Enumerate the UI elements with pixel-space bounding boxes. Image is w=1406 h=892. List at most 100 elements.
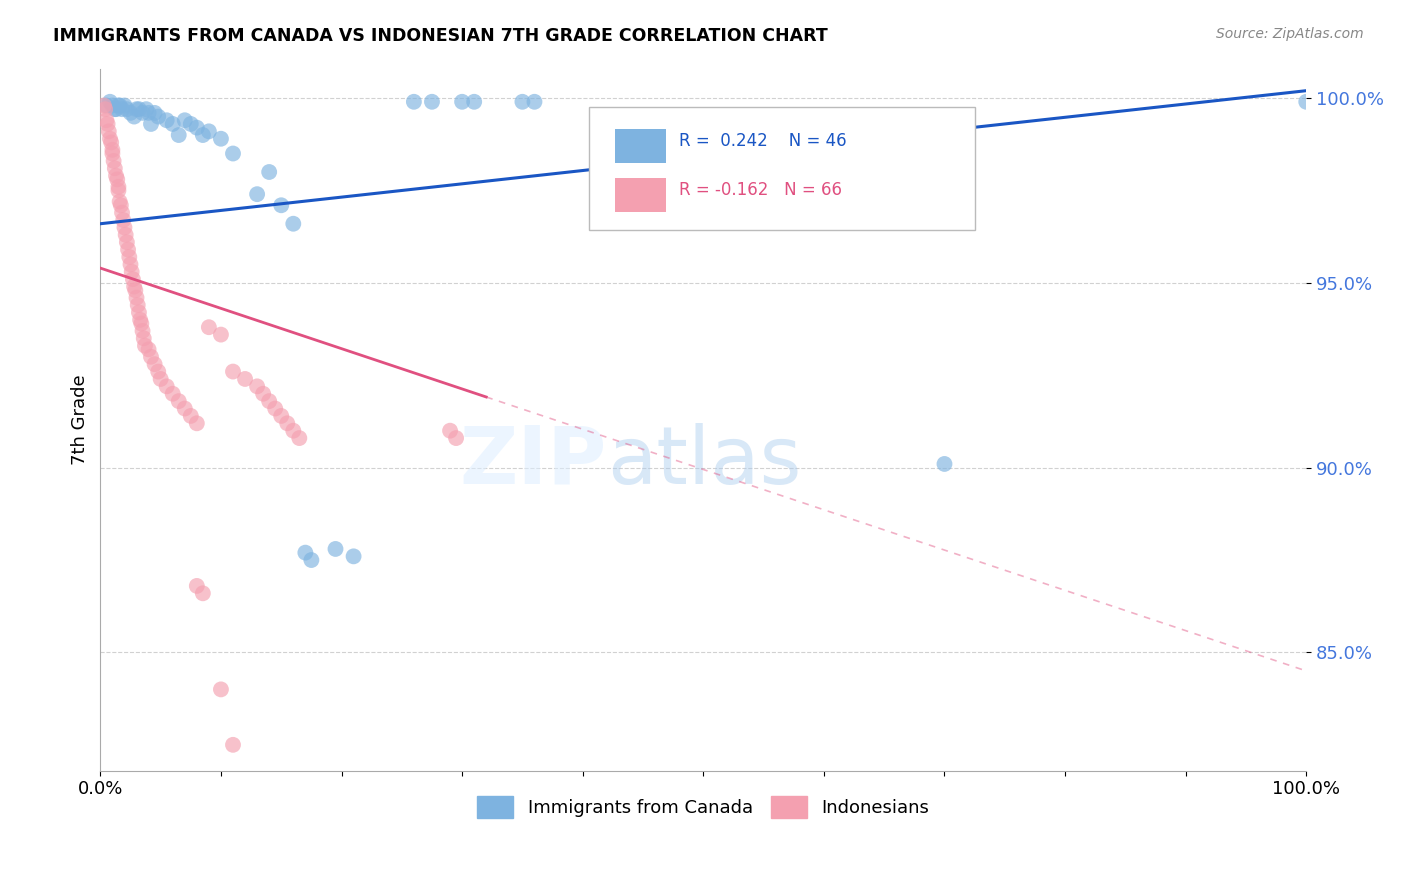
- Point: [463, 95, 485, 109]
- Point: [233, 372, 256, 386]
- Text: R =  0.242    N = 46: R = 0.242 N = 46: [679, 132, 846, 151]
- Point: [93, 98, 115, 112]
- Point: [114, 98, 136, 112]
- Point: [149, 372, 172, 386]
- Point: [167, 394, 190, 409]
- Point: [402, 95, 425, 109]
- Point: [131, 324, 153, 338]
- Point: [342, 549, 364, 564]
- Point: [114, 220, 136, 235]
- Text: Source: ZipAtlas.com: Source: ZipAtlas.com: [1216, 27, 1364, 41]
- Point: [162, 386, 184, 401]
- FancyBboxPatch shape: [589, 107, 974, 230]
- Point: [114, 227, 136, 242]
- Point: [115, 235, 138, 250]
- Point: [122, 110, 145, 124]
- Point: [107, 98, 129, 112]
- Point: [148, 365, 170, 379]
- Point: [191, 586, 214, 600]
- Point: [186, 579, 208, 593]
- Point: [246, 379, 269, 393]
- Bar: [616, 178, 666, 212]
- Point: [451, 95, 474, 109]
- Point: [115, 102, 138, 116]
- Point: [173, 113, 195, 128]
- Point: [107, 179, 129, 194]
- Point: [105, 169, 128, 183]
- Point: [156, 379, 179, 393]
- Point: [122, 279, 145, 293]
- Point: [299, 553, 322, 567]
- Point: [120, 106, 142, 120]
- Point: [139, 117, 162, 131]
- Point: [107, 184, 129, 198]
- Point: [246, 187, 269, 202]
- Text: IMMIGRANTS FROM CANADA VS INDONESIAN 7TH GRADE CORRELATION CHART: IMMIGRANTS FROM CANADA VS INDONESIAN 7TH…: [53, 27, 828, 45]
- Point: [125, 291, 148, 305]
- Point: [108, 194, 131, 209]
- Point: [186, 120, 208, 135]
- Point: [121, 265, 143, 279]
- Point: [120, 257, 142, 271]
- Point: [138, 106, 160, 120]
- Point: [131, 106, 153, 120]
- Point: [98, 132, 121, 146]
- Point: [1295, 95, 1317, 109]
- Point: [523, 95, 546, 109]
- Point: [125, 102, 148, 116]
- Point: [222, 738, 245, 752]
- Point: [131, 317, 153, 331]
- Legend: Immigrants from Canada, Indonesians: Immigrants from Canada, Indonesians: [470, 789, 936, 825]
- Point: [934, 457, 956, 471]
- Point: [257, 394, 280, 409]
- Point: [264, 401, 287, 416]
- Point: [101, 146, 124, 161]
- Point: [420, 95, 443, 109]
- Point: [143, 357, 166, 371]
- Point: [162, 117, 184, 131]
- Point: [252, 386, 274, 401]
- Point: [104, 161, 127, 176]
- Point: [209, 132, 232, 146]
- Point: [191, 128, 214, 142]
- Point: [156, 113, 179, 128]
- Point: [288, 431, 311, 445]
- Point: [98, 95, 121, 109]
- Point: [222, 146, 245, 161]
- Point: [186, 417, 208, 431]
- Point: [100, 136, 122, 150]
- Point: [96, 98, 118, 112]
- Text: R = -0.162   N = 66: R = -0.162 N = 66: [679, 181, 842, 200]
- Point: [180, 117, 202, 131]
- Point: [128, 305, 150, 319]
- Point: [135, 102, 157, 116]
- Point: [101, 98, 124, 112]
- Point: [138, 343, 160, 357]
- Point: [96, 113, 118, 128]
- Point: [110, 198, 132, 212]
- Point: [128, 102, 150, 116]
- Point: [108, 98, 131, 112]
- Point: [97, 124, 120, 138]
- Text: atlas: atlas: [607, 423, 801, 500]
- Point: [101, 143, 124, 157]
- Point: [325, 541, 347, 556]
- Point: [180, 409, 202, 423]
- Point: [139, 350, 162, 364]
- Point: [105, 172, 128, 186]
- Point: [257, 165, 280, 179]
- Point: [94, 102, 117, 116]
- Point: [148, 110, 170, 124]
- Point: [103, 153, 125, 168]
- Point: [132, 331, 155, 345]
- Point: [198, 320, 221, 334]
- Point: [167, 128, 190, 142]
- Point: [283, 424, 305, 438]
- Point: [112, 213, 135, 227]
- Point: [198, 124, 221, 138]
- Point: [143, 106, 166, 120]
- Point: [124, 283, 146, 297]
- Point: [270, 409, 292, 423]
- Point: [122, 272, 145, 286]
- Point: [127, 298, 149, 312]
